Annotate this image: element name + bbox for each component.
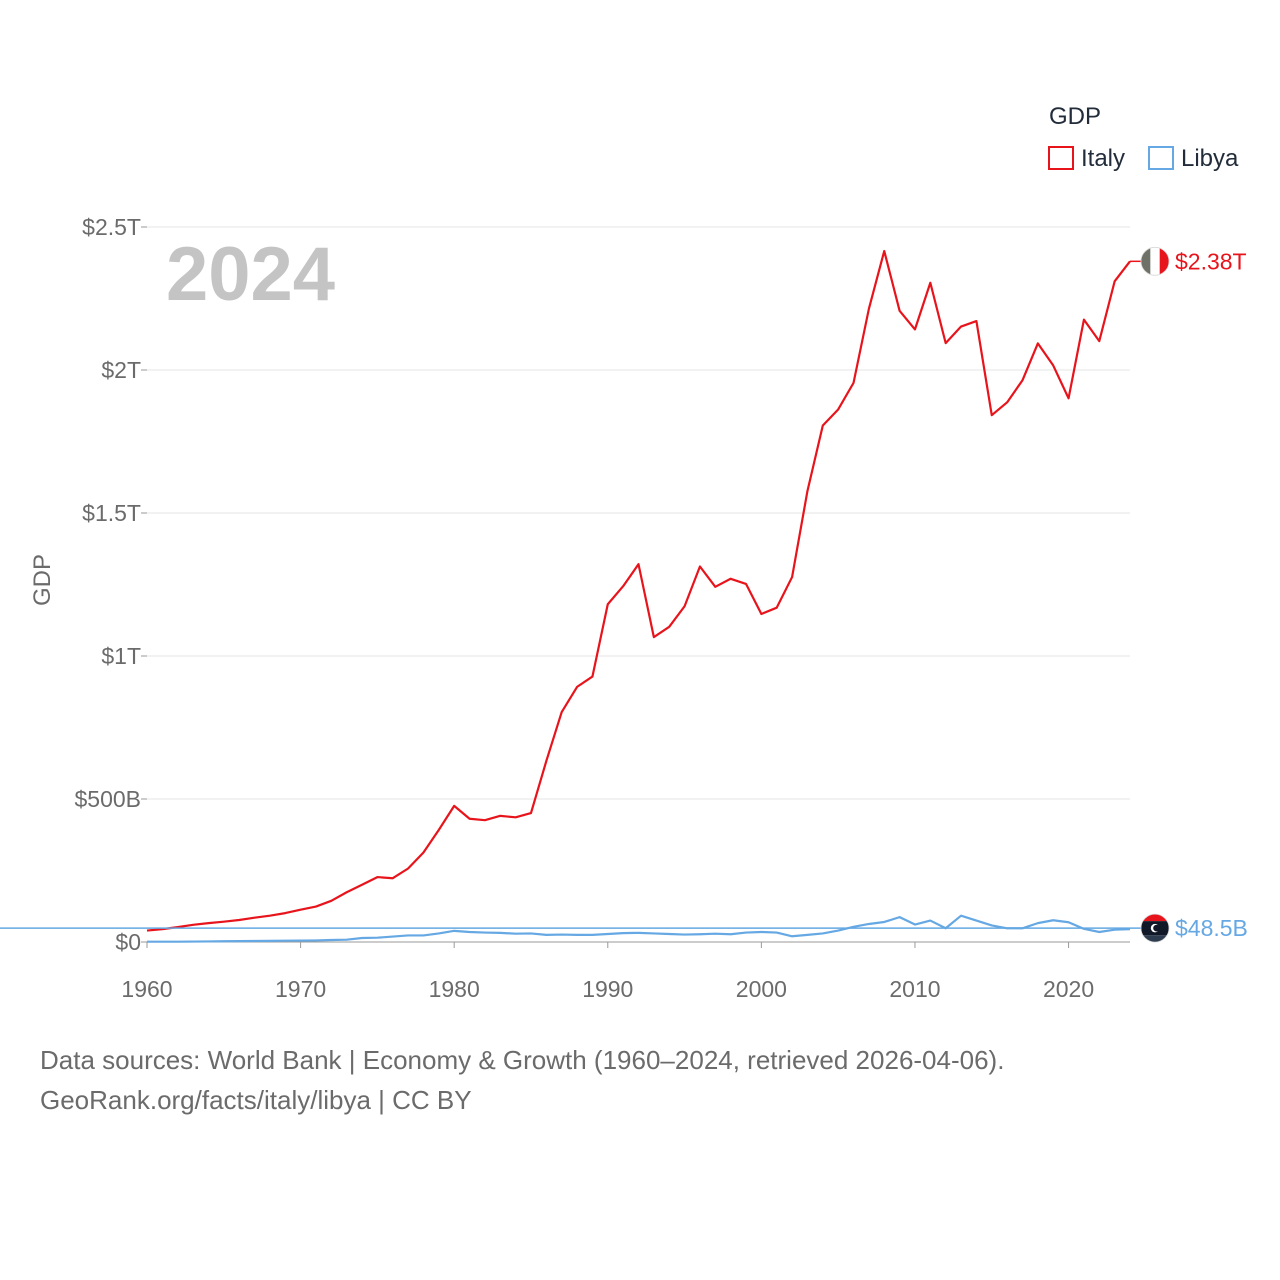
y-tick-label: $1.5T — [82, 500, 141, 526]
flag-crescent-inner — [1153, 924, 1160, 932]
y-tick-label: $2T — [101, 357, 141, 383]
flag-stripe-bottom — [1141, 935, 1169, 943]
y-tick-label: $0 — [115, 929, 141, 955]
legend-label: Libya — [1181, 145, 1239, 172]
series-line-italy — [146, 249, 1131, 932]
attribution-link[interactable]: GeoRank.org/facts/italy/libya | CC BY — [40, 1085, 472, 1115]
series-endpoints: $2.38T $48.5B — [0, 246, 1248, 943]
x-tick-label: 1990 — [582, 976, 633, 1002]
x-tick-label: 2020 — [1043, 976, 1094, 1002]
y-tick-label: $2.5T — [82, 214, 141, 240]
legend-items: Italy Libya — [1048, 145, 1239, 172]
flag-stripe-right — [1159, 247, 1169, 276]
legend-item-italy[interactable]: Italy — [1048, 145, 1125, 172]
legend: GDP Italy Libya — [1048, 103, 1239, 172]
series-lines — [146, 249, 1131, 943]
x-tick-label: 2000 — [736, 976, 787, 1002]
flag-body — [1141, 247, 1169, 276]
end-value-label-libya: $48.5B — [1175, 915, 1248, 941]
series-line-libya — [147, 914, 1131, 943]
y-tick-label: $500B — [74, 786, 141, 812]
x-tick-label: 1980 — [429, 976, 480, 1002]
legend-swatch — [1048, 146, 1074, 170]
libya-flag-icon — [1140, 913, 1170, 943]
axes: $0 $500B $1T $1.5T $2T $2.5T 1960 1970 1980 1990 2… — [74, 214, 1130, 1002]
legend-label: Italy — [1081, 145, 1125, 172]
footer: Data sources: World Bank | Economy & Gro… — [40, 1040, 1004, 1120]
x-tick-label: 2010 — [889, 976, 940, 1002]
legend-item-libya[interactable]: Libya — [1148, 145, 1239, 172]
data-sources-text: Data sources: World Bank | Economy & Gro… — [40, 1045, 1005, 1075]
y-tick-label: $1T — [101, 643, 141, 669]
legend-swatch — [1148, 146, 1174, 170]
flag-stripe-middle — [1150, 247, 1160, 276]
year-watermark: 2024 — [166, 232, 335, 317]
legend-title: GDP — [1049, 103, 1101, 130]
flag-stripe-left — [1141, 247, 1151, 276]
flag-body — [1141, 914, 1169, 943]
italy-flag-icon — [1140, 246, 1170, 276]
x-tick-label: 1960 — [121, 976, 172, 1002]
end-value-label-italy: $2.38T — [1175, 248, 1247, 274]
flag-border — [1140, 913, 1170, 943]
x-tick-label: 1970 — [275, 976, 326, 1002]
flag-border — [1140, 246, 1170, 276]
grid-lines — [147, 226, 1130, 800]
y-axis-title: GDP — [29, 554, 56, 606]
flag-stripe-top — [1141, 914, 1169, 922]
